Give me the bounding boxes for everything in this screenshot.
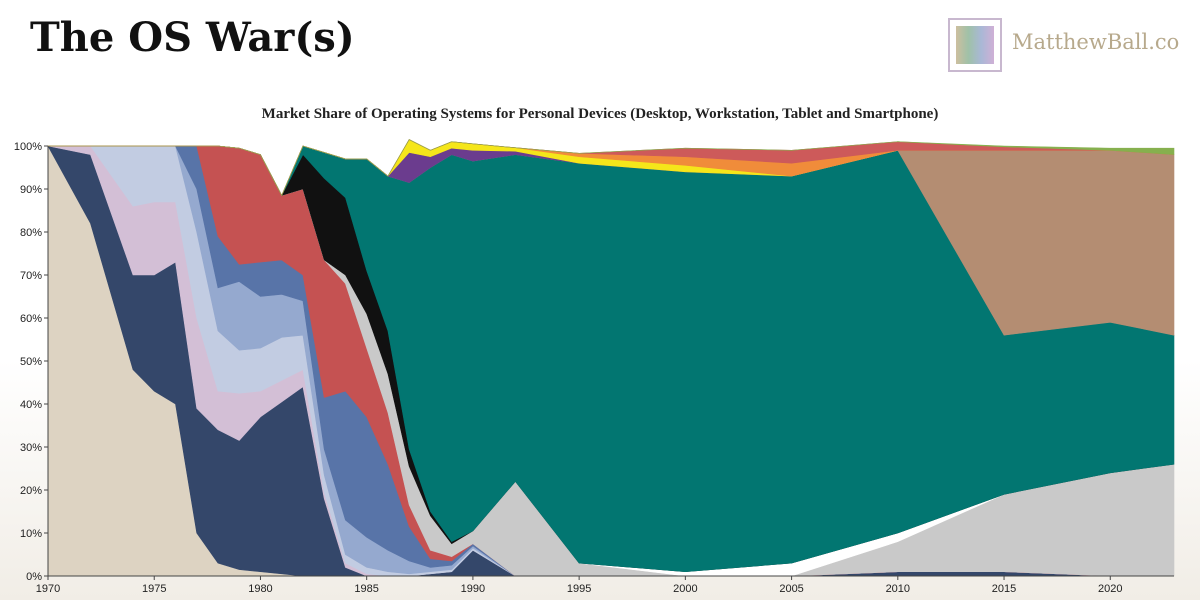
page-title: The OS War(s) bbox=[30, 14, 355, 61]
logo-frame-icon bbox=[948, 18, 1002, 72]
axes-layer: 0% 10% 20% 30% 40% 50% 60% 70% 80% 90% 100% 1970 197… bbox=[14, 141, 1174, 595]
x-tick-label: 1980 bbox=[248, 583, 272, 595]
area-series-17 bbox=[48, 139, 1175, 197]
y-tick-label: 90% bbox=[20, 184, 42, 196]
logo-gradient bbox=[956, 26, 994, 64]
logo: MatthewBall.co bbox=[948, 18, 1198, 74]
x-tick-label: 1995 bbox=[567, 583, 591, 595]
x-tick-label: 1985 bbox=[354, 583, 378, 595]
y-tick-label: 10% bbox=[20, 528, 42, 540]
y-tick-label: 70% bbox=[20, 270, 42, 282]
x-tick-label: 1970 bbox=[36, 583, 60, 595]
y-tick-label: 50% bbox=[20, 356, 42, 368]
y-tick-label: 80% bbox=[20, 227, 42, 239]
y-tick-label: 0% bbox=[26, 571, 42, 583]
x-tick-label: 1990 bbox=[461, 583, 485, 595]
x-tick-label: 2020 bbox=[1098, 583, 1122, 595]
x-tick-label: 2015 bbox=[992, 583, 1016, 595]
x-tick-label: 2010 bbox=[886, 583, 910, 595]
x-tick-label: 2000 bbox=[673, 583, 697, 595]
y-tick-label: 60% bbox=[20, 313, 42, 325]
chart-title: Market Share of Operating Systems for Pe… bbox=[261, 106, 939, 122]
y-tick-label: 30% bbox=[20, 442, 42, 454]
x-tick-label: 1975 bbox=[142, 583, 166, 595]
area-layer bbox=[47, 139, 1175, 577]
logo-text: MatthewBall.co bbox=[1012, 30, 1180, 54]
y-tick-label: 100% bbox=[14, 141, 42, 153]
y-tick-label: 20% bbox=[20, 485, 42, 497]
x-tick-label: 2005 bbox=[779, 583, 803, 595]
y-tick-label: 40% bbox=[20, 399, 42, 411]
